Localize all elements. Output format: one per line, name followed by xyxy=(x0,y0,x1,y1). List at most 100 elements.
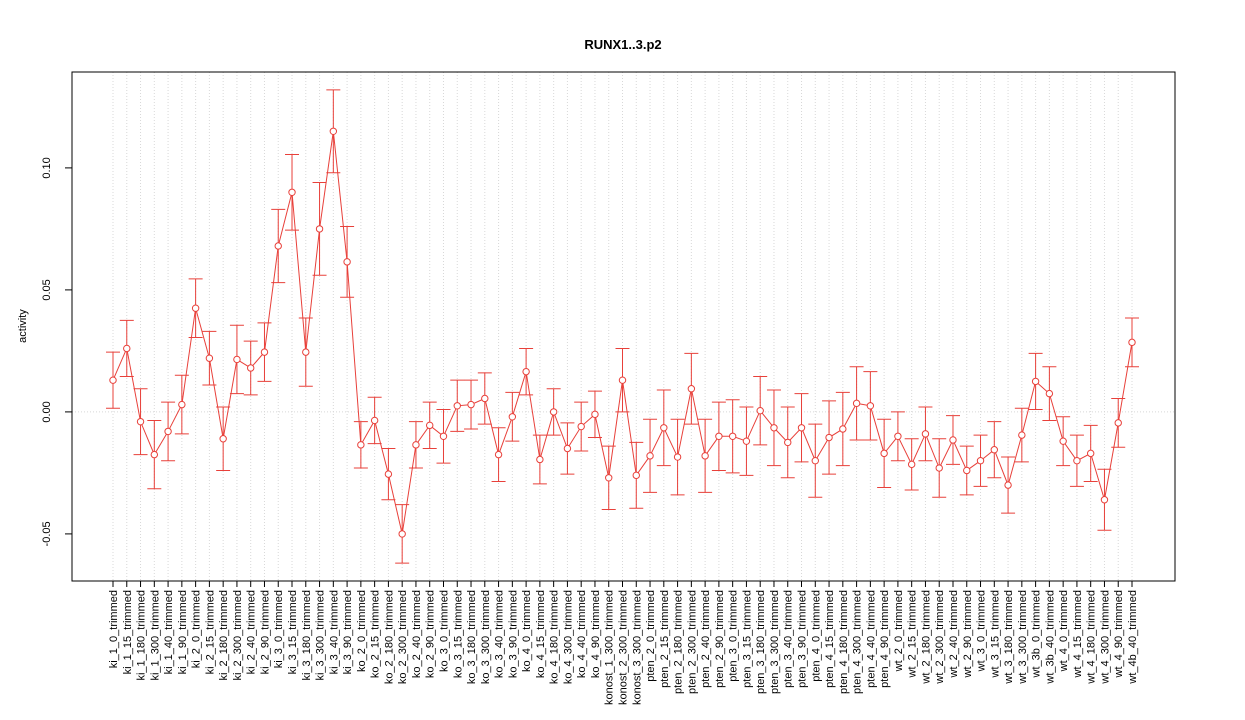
x-tick-label: wt_3b_40_trimmed xyxy=(1044,590,1056,685)
y-tick-label: -0.05 xyxy=(41,521,53,546)
data-point xyxy=(935,464,943,472)
data-point xyxy=(770,424,778,432)
x-tick-label: ko_2_15_trimmed xyxy=(370,590,382,678)
x-tick-label: ko_4_0_trimmed xyxy=(521,590,533,672)
x-tick-label: ki_2_0_trimmed xyxy=(191,590,203,668)
data-point xyxy=(205,354,214,362)
x-tick-label: ki_2_40_trimmed xyxy=(246,590,258,674)
x-tick-label: ko_4_180_trimmed xyxy=(549,590,561,684)
data-point xyxy=(1086,449,1095,458)
x-tick-label: pten_2_0_trimmed xyxy=(645,590,657,682)
x-tick-label: wt_3_180_trimmed xyxy=(1003,590,1015,685)
x-tick-label: ki_1_0_trimmed xyxy=(108,590,120,668)
x-tick-label: pten_3_180_trimmed xyxy=(755,590,767,694)
x-tick-label: wt_2_300_trimmed xyxy=(934,590,946,685)
data-point xyxy=(1045,389,1054,398)
x-tick-label: pten_2_40_trimmed xyxy=(700,590,712,688)
x-tick-label: ko_3_300_trimmed xyxy=(480,590,492,684)
data-point xyxy=(728,432,737,441)
data-point xyxy=(687,385,696,393)
data-point xyxy=(715,432,723,441)
x-tick-label: konost_2_300_trimmed xyxy=(618,590,630,705)
y-tick-label: 0.00 xyxy=(41,401,53,422)
data-point xyxy=(1004,481,1012,489)
data-point xyxy=(784,438,792,447)
x-tick-label: ki_3_15_trimmed xyxy=(287,590,299,674)
data-point xyxy=(673,453,682,461)
x-tick-label: ki_2_180_trimmed xyxy=(218,590,230,681)
x-tick-label: ki_2_90_trimmed xyxy=(259,590,271,674)
x-tick-label: ko_4_300_trimmed xyxy=(562,590,574,684)
y-tick-label: 0.05 xyxy=(41,279,53,300)
x-tick-label: wt_4_0_trimmed xyxy=(1058,590,1070,672)
data-point xyxy=(605,474,613,482)
x-tick-label: ki_3_90_trimmed xyxy=(342,590,354,674)
data-point xyxy=(233,355,241,364)
x-tick-label: pten_3_90_trimmed xyxy=(797,590,809,688)
x-tick-label: pten_2_180_trimmed xyxy=(673,590,685,694)
data-point xyxy=(191,304,200,312)
data-point xyxy=(742,437,751,445)
x-tick-label: pten_4_90_trimmed xyxy=(879,590,891,688)
chart-title: RUNX1..3.p2 xyxy=(584,37,661,52)
x-tick-label: ki_1_90_trimmed xyxy=(177,590,189,674)
data-point xyxy=(398,530,406,538)
x-tick-label: konost_3_300_trimmed xyxy=(631,590,643,705)
data-point xyxy=(288,188,296,196)
data-point xyxy=(412,441,420,449)
x-tick-label: ki_3_40_trimmed xyxy=(328,590,340,674)
data-point xyxy=(1018,431,1026,439)
data-point xyxy=(701,452,709,460)
x-tick-label: ki_3_0_trimmed xyxy=(273,590,285,668)
x-tick-label: ki_1_180_trimmed xyxy=(136,590,148,681)
x-tick-label: wt_4_90_trimmed xyxy=(1113,590,1125,678)
data-point xyxy=(577,422,585,431)
data-point xyxy=(302,348,310,356)
x-tick-label: pten_4_40_trimmed xyxy=(865,590,877,688)
x-tick-label: ki_1_40_trimmed xyxy=(163,590,175,674)
data-point xyxy=(1059,437,1067,445)
data-point xyxy=(907,460,916,469)
data-point xyxy=(136,417,145,426)
data-point xyxy=(481,394,489,403)
x-tick-label: wt_3_15_trimmed xyxy=(989,590,1001,678)
x-tick-label: ko_4_40_trimmed xyxy=(576,590,588,678)
x-tick-label: ko_4_90_trimmed xyxy=(590,590,602,678)
data-point xyxy=(343,258,351,266)
x-tick-label: wt_2_0_trimmed xyxy=(893,590,905,672)
data-point xyxy=(852,399,861,408)
data-point xyxy=(756,406,764,415)
x-tick-label: wt_3_300_trimmed xyxy=(1017,590,1029,685)
x-tick-label: ko_2_90_trimmed xyxy=(425,590,437,678)
x-tick-label: wt_4_180_trimmed xyxy=(1086,590,1098,685)
x-tick-label: wt_3b_0_trimmed xyxy=(1031,590,1043,678)
data-point xyxy=(453,402,461,410)
x-tick-label: wt_4_15_trimmed xyxy=(1072,590,1084,678)
data-point xyxy=(178,400,186,409)
data-point xyxy=(632,471,640,480)
x-tick-label: ki_3_300_trimmed xyxy=(315,590,327,681)
data-point xyxy=(976,457,985,465)
x-tick-label: ki_3_180_trimmed xyxy=(301,590,313,681)
x-tick-label: ko_2_300_trimmed xyxy=(397,590,409,684)
x-tick-label: pten_4_300_trimmed xyxy=(852,590,864,694)
x-tick-label: pten_2_300_trimmed xyxy=(686,590,698,694)
x-tick-label: wt_2_90_trimmed xyxy=(962,590,974,678)
x-tick-label: pten_3_15_trimmed xyxy=(741,590,753,688)
data-point xyxy=(1114,419,1122,427)
data-point xyxy=(894,432,902,441)
data-point xyxy=(949,436,957,444)
data-point xyxy=(549,408,558,416)
x-tick-label: ko_3_90_trimmed xyxy=(507,590,519,678)
data-point xyxy=(866,402,875,410)
data-point xyxy=(618,376,627,384)
data-point xyxy=(839,425,847,433)
x-tick-label: wt_4_300_trimmed xyxy=(1099,590,1111,685)
x-tick-label: pten_3_40_trimmed xyxy=(783,590,795,688)
data-point xyxy=(219,435,227,443)
data-point xyxy=(1031,377,1040,386)
data-point xyxy=(1128,338,1136,347)
x-tick-label: wt_2_15_trimmed xyxy=(907,590,919,678)
data-point xyxy=(315,225,324,233)
x-tick-label: wt_2_180_trimmed xyxy=(920,590,932,685)
